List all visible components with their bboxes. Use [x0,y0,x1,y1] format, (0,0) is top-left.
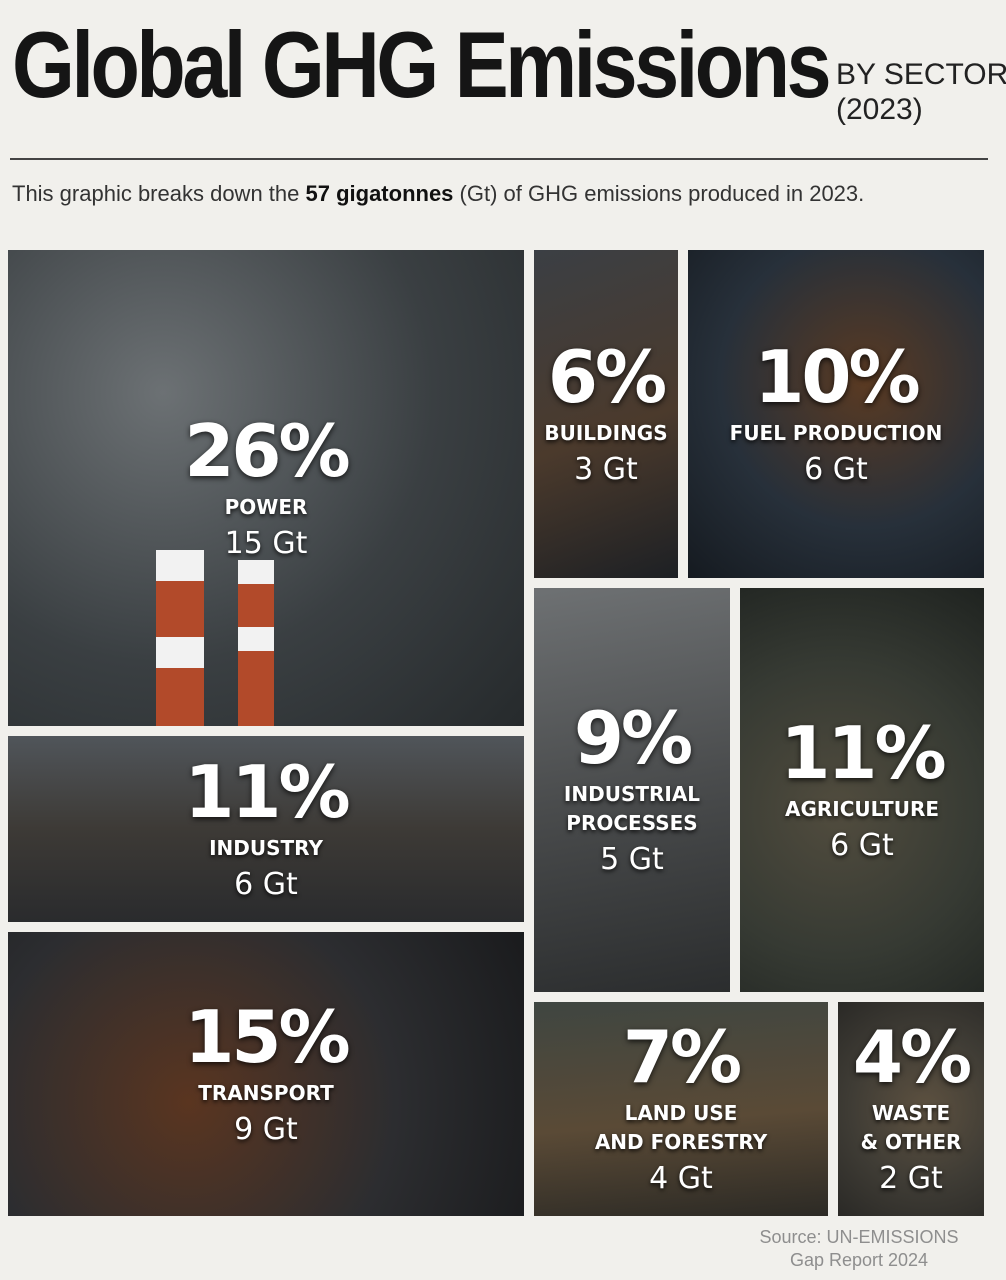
tile-land-use-forestry: 7% LAND USE AND FORESTRY 4 Gt [534,1002,828,1216]
tile-gigatonnes: 4 Gt [649,1161,713,1196]
tile-percent: 10% [754,334,920,419]
smokestack-left [156,550,204,726]
tile-percent: 11% [780,710,946,795]
tile-sector-name: TRANSPORT [198,1080,334,1105]
tile-gigatonnes: 6 Gt [804,451,868,487]
tile-gigatonnes: 6 Gt [234,866,298,902]
tile-power: 26% POWER 15 Gt [8,250,524,726]
intro-text: This graphic breaks down the 57 gigatonn… [12,181,864,207]
intro-suffix: (Gt) of GHG emissions produced in 2023. [453,181,865,206]
source-line-1: Source: UN-EMISSIONS [759,1227,959,1247]
tile-sector-name: AGRICULTURE [784,796,940,821]
tile-sector-name: FUEL PRODUCTION [729,420,943,445]
tile-gigatonnes: 6 Gt [830,827,894,863]
tile-sector-name: LAND USE AND FORESTRY [594,1101,768,1154]
tile-sector-name: INDUSTRIAL PROCESSES [563,782,701,835]
tile-percent: 9% [573,696,693,780]
title-divider [10,158,988,160]
tile-sector-name: POWER [224,494,308,519]
subtitle-line-2: (2023) [836,92,923,126]
tile-percent: 11% [184,749,350,834]
tile-fuel-production: 10% FUEL PRODUCTION 6 Gt [688,250,984,578]
tile-gigatonnes: 9 Gt [234,1111,298,1147]
tile-industry: 11% INDUSTRY 6 Gt [8,736,524,922]
tile-sector-name: INDUSTRY [209,835,323,860]
tile-gigatonnes: 3 Gt [574,451,638,487]
tile-buildings: 6% BUILDINGS 3 Gt [534,250,678,578]
tile-percent: 4% [852,1015,972,1099]
tile-percent: 6% [547,334,667,419]
tile-percent: 26% [184,408,350,493]
tile-waste-other: 4% WASTE & OTHER 2 Gt [838,1002,984,1216]
source-line-2: Gap Report 2024 [789,1250,929,1271]
smokestack-right [238,560,274,726]
tile-industrial-processes: 9% INDUSTRIAL PROCESSES 5 Gt [534,588,730,992]
tile-percent: 7% [622,1015,742,1099]
page-title: Global GHG Emissions [12,12,832,117]
tile-gigatonnes: 15 Gt [224,525,308,561]
tile-transport: 15% TRANSPORT 9 Gt [8,932,524,1216]
intro-highlight: 57 gigatonnes [305,181,454,206]
subtitle-line-1: BY SECTOR [836,58,1006,91]
tile-gigatonnes: 5 Gt [600,842,664,877]
page-subtitle: BY SECTOR (2023) [836,58,1006,127]
tile-gigatonnes: 2 Gt [879,1161,943,1196]
source-note: Source: UN-EMISSIONS Gap Report 2024 [748,1226,970,1273]
tile-label-group: 26% POWER 15 Gt [184,408,350,562]
tile-percent: 15% [184,994,350,1079]
intro-prefix: This graphic breaks down the [12,181,306,206]
tile-sector-name: BUILDINGS [544,420,668,445]
tile-sector-name: WASTE & OTHER [860,1101,962,1154]
tile-agriculture: 11% AGRICULTURE 6 Gt [740,588,984,992]
